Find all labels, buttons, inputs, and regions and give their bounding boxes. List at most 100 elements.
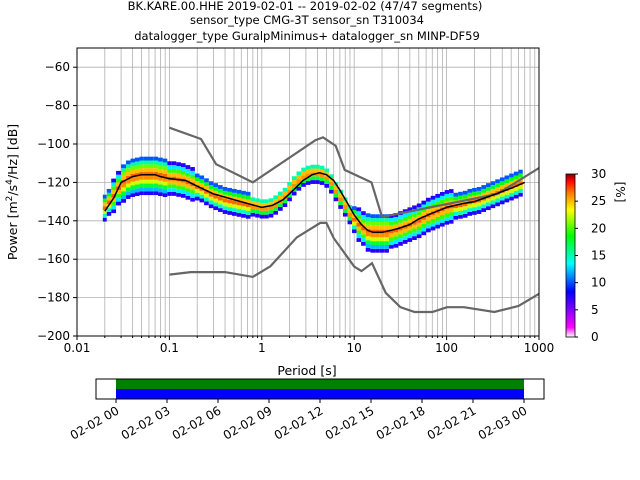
psd-cell <box>421 200 427 205</box>
psd-cell <box>148 179 154 184</box>
psd-cell <box>153 160 159 165</box>
psd-cell <box>379 233 385 238</box>
psd-cell <box>245 195 251 200</box>
psd-cell <box>486 198 491 203</box>
psd-cell <box>388 229 394 234</box>
psd-cell <box>481 188 487 193</box>
psd-cell <box>171 184 177 189</box>
psd-cell <box>509 177 514 182</box>
psd-cell <box>126 168 131 173</box>
psd-cell <box>301 175 306 180</box>
timeline-tick-label: 02-02 09 <box>221 403 275 442</box>
y-tick-label: −120 <box>37 175 70 189</box>
psd-cell <box>139 164 144 169</box>
psd-cell <box>167 184 172 189</box>
psd-cell <box>199 190 205 195</box>
psd-cell <box>245 191 251 196</box>
psd-cell <box>513 171 519 176</box>
psd-cell <box>180 167 186 171</box>
psd-cell <box>338 201 343 206</box>
psd-cell <box>190 167 195 171</box>
psd-cell <box>250 208 256 213</box>
psd-cell <box>333 189 339 194</box>
psd-cell <box>324 168 330 173</box>
psd-cell <box>430 226 436 231</box>
psd-cell <box>495 179 500 184</box>
psd-cell <box>426 220 431 225</box>
psd-cell <box>126 175 131 180</box>
psd-cell <box>162 185 168 190</box>
colorbar-tick-label: 5 <box>591 303 599 317</box>
psd-cell <box>194 192 200 197</box>
psd-cell <box>426 209 431 214</box>
psd-cell <box>449 189 454 193</box>
psd-cell <box>361 218 366 223</box>
psd-cell <box>407 234 413 239</box>
psd-cell <box>402 220 408 225</box>
psd-cell <box>476 187 482 191</box>
psd-cell <box>185 172 191 177</box>
psd-cell <box>379 241 385 245</box>
psd-cell <box>194 181 200 186</box>
psd-cell <box>176 185 181 190</box>
psd-cell <box>462 190 468 195</box>
psd-cell <box>153 164 159 169</box>
psd-cell <box>342 208 348 213</box>
psd-cell <box>315 168 320 173</box>
psd-cell <box>241 190 246 195</box>
psd-cell <box>310 176 316 181</box>
psd-cell <box>250 212 256 217</box>
psd-cell <box>444 193 450 198</box>
psd-cell <box>134 184 140 189</box>
psd-cell <box>495 198 500 203</box>
psd-cell <box>130 181 135 186</box>
colorbar-gradient <box>565 173 576 338</box>
psd-cell <box>509 196 514 201</box>
colorbar-tick-label: 20 <box>591 221 606 235</box>
x-tick-label: 1 <box>258 341 266 355</box>
coverage-bar <box>116 389 524 399</box>
psd-cell <box>116 182 121 187</box>
colorbar-tick-label: 0 <box>591 330 599 344</box>
psd-cell <box>518 173 523 178</box>
psd-cell <box>255 213 260 218</box>
psd-cell <box>375 218 380 222</box>
psd-cell <box>472 187 477 192</box>
psd-cell <box>361 230 366 235</box>
psd-cell <box>158 165 163 170</box>
psd-cell <box>513 183 519 188</box>
psd-cell <box>139 156 144 161</box>
psd-cell <box>120 164 127 169</box>
psd-cell <box>180 174 186 179</box>
colorbar-tick-label: 25 <box>591 194 606 208</box>
psd-cell <box>458 191 463 196</box>
psd-cell <box>329 182 334 186</box>
psd-cell <box>435 216 440 221</box>
noise-models <box>169 126 540 314</box>
psd-cell <box>504 190 510 195</box>
psd-cell <box>444 209 450 214</box>
psd-cell <box>111 197 117 202</box>
psd-cell <box>375 237 380 242</box>
psd-cell <box>421 212 427 216</box>
psd-cell <box>134 157 140 162</box>
psd-cell <box>130 158 135 163</box>
psd-cell <box>315 176 320 181</box>
y-tick-label: −80 <box>45 99 70 113</box>
psd-cell <box>213 187 219 191</box>
psd-cell <box>393 216 399 221</box>
psd-cell <box>393 243 399 248</box>
psd-cell <box>388 221 394 226</box>
psd-cell <box>120 195 127 199</box>
psd-cell <box>426 201 431 206</box>
psd-cell <box>412 220 417 225</box>
psd-cell <box>134 180 140 185</box>
psd-cell <box>199 179 205 184</box>
psd-cell <box>305 169 311 174</box>
psd-cell <box>388 233 394 238</box>
psd-cell <box>143 179 149 184</box>
psd-cell <box>143 168 149 173</box>
psd-cell <box>462 213 468 218</box>
psd-cell <box>365 236 371 241</box>
